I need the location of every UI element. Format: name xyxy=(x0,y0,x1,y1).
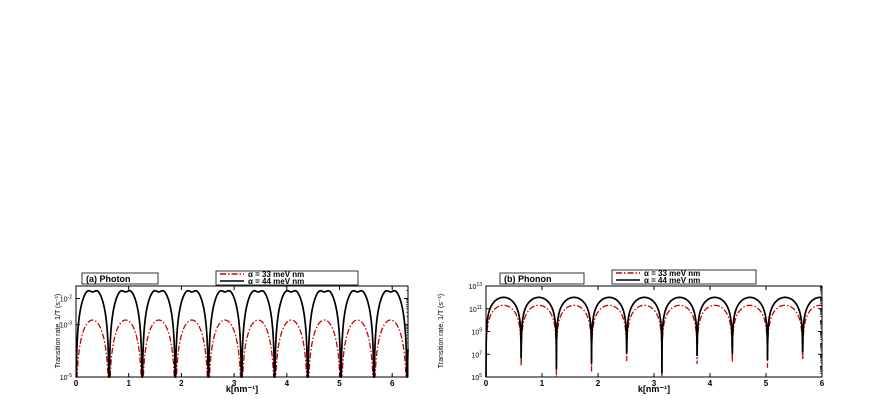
plot-frame-b xyxy=(485,285,823,378)
series-line-a-1 xyxy=(75,289,409,378)
x-tick-label-b-6: 6 xyxy=(820,379,825,388)
y-axis-label-a: Transition rate, 1/T (s⁻¹) xyxy=(55,294,62,369)
legend-box-b xyxy=(611,269,757,285)
y-tick-label-b-3: 1011 xyxy=(469,305,482,314)
y-tick-label-a-0: 10-5 xyxy=(60,373,72,382)
ticks-a: 0 1 2 3 4 5 6 10-5 10-3 10-2 xyxy=(60,285,408,388)
x-tick-label-b-5: 5 xyxy=(764,379,769,388)
x-tick-label-b-0: 0 xyxy=(484,379,489,388)
series-line-b-0 xyxy=(485,304,823,378)
series-line-b-1 xyxy=(485,296,823,378)
x-tick-label-a-0: 0 xyxy=(74,379,79,388)
x-tick-label-a-1: 1 xyxy=(126,379,131,388)
legend-box-a xyxy=(215,270,359,286)
y-tick-label-b-2: 109 xyxy=(471,328,482,337)
panel-label-b: (b) Phonon xyxy=(504,274,551,284)
panel-phonon: 0 1 2 3 4 5 6 105 107 109 1011 1013 (b) Phonon α = … xyxy=(438,269,825,394)
marks-a xyxy=(75,289,409,378)
x-tick-label-b-3: 3 xyxy=(652,379,657,388)
series-line-a-0 xyxy=(76,319,408,378)
legend-b: α = 33 meV nm α = 44 meV nm xyxy=(611,269,757,285)
y-tick-label-a-1: 10-3 xyxy=(60,321,72,330)
y-tick-label-b-0: 105 xyxy=(471,373,482,382)
x-tick-label-a-5: 5 xyxy=(337,379,342,388)
x-tick-label-b-2: 2 xyxy=(596,379,601,388)
y-tick-label-b-4: 1013 xyxy=(469,282,483,291)
legend-label-a-0: α = 33 meV nm xyxy=(248,270,304,279)
x-tick-label-b-1: 1 xyxy=(540,379,545,388)
y-tick-label-a-2: 10-2 xyxy=(60,294,72,303)
x-axis-label-a: k[nm⁻¹] xyxy=(226,384,258,394)
y-tick-label-b-1: 107 xyxy=(471,350,482,359)
x-tick-label-a-6: 6 xyxy=(390,379,395,388)
x-axis-label-b: k[nm⁻¹] xyxy=(638,384,670,394)
panel-label-box-b xyxy=(499,272,585,285)
legend-label-b-1: α = 44 meV nm xyxy=(644,276,700,285)
panel-label-a: (a) Photon xyxy=(86,274,131,284)
x-tick-label-a-3: 3 xyxy=(232,379,237,388)
marks-b xyxy=(485,296,823,378)
ticks-b: 0 1 2 3 4 5 6 105 107 109 1011 1013 xyxy=(469,282,825,388)
y-axis-label-b: Transition rate, 1/T (s⁻¹) xyxy=(438,294,445,369)
x-tick-label-a-2: 2 xyxy=(179,379,184,388)
legend-label-a-1: α = 44 meV nm xyxy=(248,277,304,286)
legend-a: α = 33 meV nm α = 44 meV nm xyxy=(215,270,359,286)
legend-label-b-0: α = 33 meV nm xyxy=(644,269,700,278)
panel-label-box-a xyxy=(81,272,159,285)
x-tick-label-b-4: 4 xyxy=(708,379,713,388)
panel-photon: 0 1 2 3 4 5 6 10-5 10-3 10-2 (a) Photon α = 33 me… xyxy=(55,270,409,394)
x-tick-label-a-4: 4 xyxy=(285,379,290,388)
